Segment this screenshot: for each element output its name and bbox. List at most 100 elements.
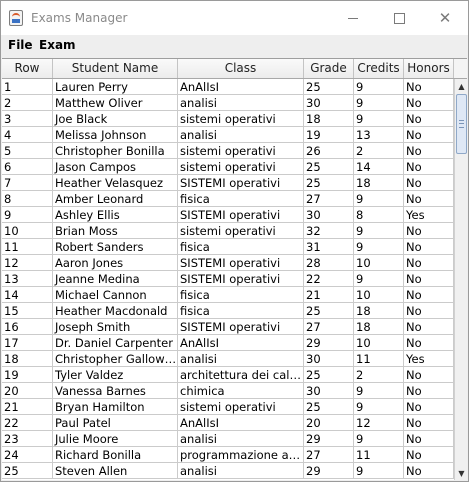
honors-cell[interactable]: No (404, 399, 454, 415)
credits-cell[interactable]: 13 (354, 127, 404, 143)
grade-cell[interactable]: 31 (304, 239, 354, 255)
class-cell[interactable]: sistemi operativi (178, 399, 304, 415)
honors-cell[interactable]: No (404, 127, 454, 143)
row-number-cell[interactable]: 6 (2, 159, 53, 175)
honors-cell[interactable]: No (404, 335, 454, 351)
credits-cell[interactable]: 12 (354, 415, 404, 431)
honors-cell[interactable]: No (404, 159, 454, 175)
credits-cell[interactable]: 14 (354, 159, 404, 175)
table-row[interactable]: 3 Joe Black sistemi operativi 18 9 No (2, 111, 454, 127)
row-number-cell[interactable]: 21 (2, 399, 53, 415)
class-cell[interactable]: programmazione ad oggetti (178, 447, 304, 463)
credits-cell[interactable]: 10 (354, 255, 404, 271)
minimize-button[interactable] (330, 1, 376, 35)
honors-cell[interactable]: No (404, 383, 454, 399)
table-row[interactable]: 7 Heather Velasquez SISTEMI operativi 25 18 N… (2, 175, 454, 191)
student-name-cell[interactable]: Aaron Jones (53, 255, 178, 271)
grade-cell[interactable]: 30 (304, 383, 354, 399)
credits-cell[interactable]: 9 (354, 463, 404, 479)
class-cell[interactable]: sistemi operativi (178, 159, 304, 175)
credits-cell[interactable]: 11 (354, 447, 404, 463)
student-name-cell[interactable]: Matthew Oliver (53, 95, 178, 111)
row-number-cell[interactable]: 3 (2, 111, 53, 127)
student-name-cell[interactable]: Jason Campos (53, 159, 178, 175)
grade-cell[interactable]: 21 (304, 287, 354, 303)
table-row[interactable]: 17 Dr. Daniel Carpenter AnAlIsI 29 10 No (2, 335, 454, 351)
row-number-cell[interactable]: 15 (2, 303, 53, 319)
credits-cell[interactable]: 9 (354, 95, 404, 111)
credits-cell[interactable]: 18 (354, 303, 404, 319)
class-cell[interactable]: sistemi operativi (178, 223, 304, 239)
student-name-cell[interactable]: Julie Moore (53, 431, 178, 447)
grade-cell[interactable]: 25 (304, 79, 354, 95)
honors-cell[interactable]: No (404, 271, 454, 287)
grade-cell[interactable]: 27 (304, 319, 354, 335)
table-row[interactable]: 8 Amber Leonard fisica 27 9 No (2, 191, 454, 207)
table-row[interactable]: 5 Christopher Bonilla sistemi operativi 26 2… (2, 143, 454, 159)
column-header-row[interactable]: Row (2, 59, 53, 78)
student-name-cell[interactable]: Richard Bonilla (53, 447, 178, 463)
grade-cell[interactable]: 32 (304, 223, 354, 239)
column-header-honors[interactable]: Honors (404, 59, 454, 78)
grade-cell[interactable]: 29 (304, 335, 354, 351)
table-row[interactable]: 22 Paul Patel AnAlIsI 20 12 No (2, 415, 454, 431)
credits-cell[interactable]: 10 (354, 287, 404, 303)
row-number-cell[interactable]: 17 (2, 335, 53, 351)
table-row[interactable]: 25 Steven Allen analisi 29 9 No (2, 463, 454, 479)
class-cell[interactable]: sistemi operativi (178, 143, 304, 159)
row-number-cell[interactable]: 8 (2, 191, 53, 207)
row-number-cell[interactable]: 16 (2, 319, 53, 335)
table-row[interactable]: 15 Heather Macdonald fisica 25 18 No (2, 303, 454, 319)
honors-cell[interactable]: No (404, 143, 454, 159)
student-name-cell[interactable]: Melissa Johnson (53, 127, 178, 143)
credits-cell[interactable]: 9 (354, 223, 404, 239)
column-header-grade[interactable]: Grade (304, 59, 354, 78)
column-header-student-name[interactable]: Student Name (53, 59, 178, 78)
grade-cell[interactable]: 25 (304, 399, 354, 415)
row-number-cell[interactable]: 4 (2, 127, 53, 143)
student-name-cell[interactable]: Joe Black (53, 111, 178, 127)
table-row[interactable]: 10 Brian Moss sistemi operativi 32 9 No (2, 223, 454, 239)
credits-cell[interactable]: 2 (354, 143, 404, 159)
class-cell[interactable]: fisica (178, 239, 304, 255)
credits-cell[interactable]: 9 (354, 399, 404, 415)
menu-file[interactable]: File (8, 38, 33, 52)
class-cell[interactable]: AnAlIsI (178, 415, 304, 431)
student-name-cell[interactable]: Michael Cannon (53, 287, 178, 303)
grade-cell[interactable]: 25 (304, 175, 354, 191)
table-row[interactable]: 6 Jason Campos sistemi operativi 25 14 No (2, 159, 454, 175)
row-number-cell[interactable]: 19 (2, 367, 53, 383)
row-number-cell[interactable]: 24 (2, 447, 53, 463)
grade-cell[interactable]: 18 (304, 111, 354, 127)
credits-cell[interactable]: 18 (354, 175, 404, 191)
grade-cell[interactable]: 20 (304, 415, 354, 431)
class-cell[interactable]: sistemi operativi (178, 111, 304, 127)
student-name-cell[interactable]: Jeanne Medina (53, 271, 178, 287)
class-cell[interactable]: analisi (178, 127, 304, 143)
honors-cell[interactable]: No (404, 175, 454, 191)
student-name-cell[interactable]: Heather Macdonald (53, 303, 178, 319)
class-cell[interactable]: SISTEMI operativi (178, 175, 304, 191)
menu-exam[interactable]: Exam (39, 38, 76, 52)
row-number-cell[interactable]: 18 (2, 351, 53, 367)
vertical-scrollbar[interactable]: ▲ ▼ (454, 79, 467, 480)
student-name-cell[interactable]: Steven Allen (53, 463, 178, 479)
class-cell[interactable]: SISTEMI operativi (178, 255, 304, 271)
credits-cell[interactable]: 2 (354, 367, 404, 383)
row-number-cell[interactable]: 12 (2, 255, 53, 271)
credits-cell[interactable]: 9 (354, 111, 404, 127)
row-number-cell[interactable]: 14 (2, 287, 53, 303)
student-name-cell[interactable]: Amber Leonard (53, 191, 178, 207)
honors-cell[interactable]: No (404, 95, 454, 111)
grade-cell[interactable]: 27 (304, 191, 354, 207)
honors-cell[interactable]: No (404, 415, 454, 431)
student-name-cell[interactable]: Heather Velasquez (53, 175, 178, 191)
table-row[interactable]: 9 Ashley Ellis SISTEMI operativi 30 8 Yes (2, 207, 454, 223)
grade-cell[interactable]: 30 (304, 95, 354, 111)
credits-cell[interactable]: 9 (354, 271, 404, 287)
scrollbar-thumb[interactable] (456, 94, 467, 154)
table-row[interactable]: 21 Bryan Hamilton sistemi operativi 25 9 No (2, 399, 454, 415)
row-number-cell[interactable]: 1 (2, 79, 53, 95)
table-row[interactable]: 14 Michael Cannon fisica 21 10 No (2, 287, 454, 303)
